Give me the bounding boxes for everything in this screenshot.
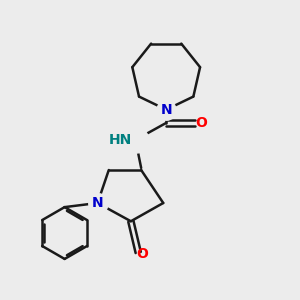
Text: N: N: [160, 103, 172, 117]
Text: O: O: [137, 247, 148, 261]
Text: O: O: [195, 116, 207, 130]
Text: N: N: [92, 196, 103, 210]
Text: HN: HN: [109, 133, 132, 147]
